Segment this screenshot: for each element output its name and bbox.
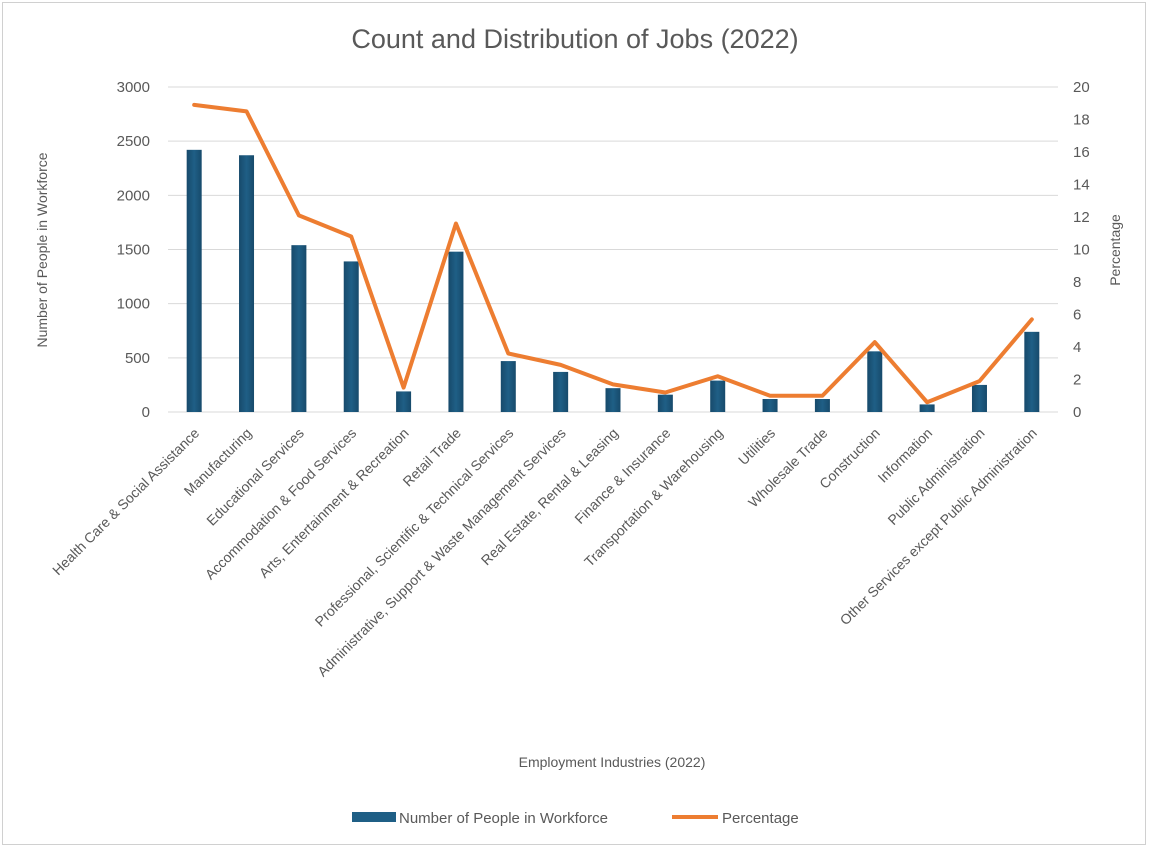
x-tick-label: Finance & Insurance bbox=[571, 425, 673, 527]
y2-tick-label: 12 bbox=[1073, 209, 1090, 226]
y2-tick-label: 6 bbox=[1073, 307, 1081, 324]
bar bbox=[186, 149, 202, 413]
bar bbox=[919, 404, 935, 412]
right-axis-ticks: 0 2 4 6 8 10 12 14 16 18 20 bbox=[1073, 79, 1090, 421]
y2-tick-label: 0 bbox=[1073, 404, 1081, 421]
x-axis-title: Employment Industries (2022) bbox=[519, 754, 706, 770]
line-series bbox=[192, 102, 1034, 405]
y2-tick-label: 18 bbox=[1073, 112, 1090, 129]
x-tick-label: Health Care & Social Assistance bbox=[49, 425, 202, 578]
x-tick-label: Utilities bbox=[735, 425, 778, 468]
x-tick-label: Educational Services bbox=[203, 425, 307, 529]
gridlines bbox=[168, 86, 1058, 413]
y-tick-label: 1000 bbox=[117, 296, 150, 313]
bar bbox=[396, 391, 412, 412]
y2-tick-label: 16 bbox=[1073, 144, 1090, 161]
bar bbox=[553, 371, 569, 412]
y2-axis-title: Percentage bbox=[1107, 214, 1123, 286]
y2-tick-label: 20 bbox=[1073, 79, 1090, 96]
x-tick-label: Public Administration bbox=[884, 425, 987, 528]
bar bbox=[500, 361, 516, 412]
legend-label-line: Percentage bbox=[722, 810, 799, 827]
legend-label-bar: Number of People in Workforce bbox=[399, 810, 608, 827]
bar bbox=[1024, 331, 1040, 412]
y-tick-label: 0 bbox=[142, 404, 150, 421]
y2-tick-label: 2 bbox=[1073, 372, 1081, 389]
y2-tick-label: 14 bbox=[1073, 177, 1090, 194]
y-tick-label: 1500 bbox=[117, 242, 150, 259]
y-tick-label: 500 bbox=[125, 350, 150, 367]
legend: Number of People in Workforce Percentage bbox=[352, 810, 799, 827]
bar bbox=[343, 261, 359, 412]
chart-title: Count and Distribution of Jobs (2022) bbox=[351, 24, 798, 54]
bar bbox=[814, 399, 830, 412]
y-tick-label: 2000 bbox=[117, 187, 150, 204]
bar bbox=[710, 380, 726, 412]
left-axis-ticks: 0 500 1000 1500 2000 2500 3000 bbox=[117, 79, 150, 421]
y-tick-label: 3000 bbox=[117, 79, 150, 96]
bar bbox=[448, 251, 464, 412]
y2-tick-label: 10 bbox=[1073, 242, 1090, 259]
category-labels: Health Care & Social AssistanceManufactu… bbox=[49, 425, 1040, 680]
bar-series bbox=[186, 149, 1040, 413]
bar bbox=[867, 351, 883, 412]
bar bbox=[971, 384, 987, 412]
bar bbox=[657, 394, 673, 412]
x-tick-label: Professional, Scientific & Technical Ser… bbox=[312, 425, 517, 630]
bar bbox=[239, 155, 255, 412]
y-axis-title: Number of People in Workforce bbox=[34, 152, 50, 347]
bar bbox=[605, 388, 621, 412]
y2-tick-label: 8 bbox=[1073, 274, 1081, 291]
x-tick-label: Other Services except Public Administrat… bbox=[837, 425, 1040, 628]
bar bbox=[762, 399, 778, 412]
x-tick-label: Administrative, Support & Waste Manageme… bbox=[314, 425, 569, 680]
y2-tick-label: 4 bbox=[1073, 339, 1081, 356]
legend-swatch-bar bbox=[352, 812, 396, 822]
bar bbox=[291, 245, 307, 412]
y-tick-label: 2500 bbox=[117, 133, 150, 150]
